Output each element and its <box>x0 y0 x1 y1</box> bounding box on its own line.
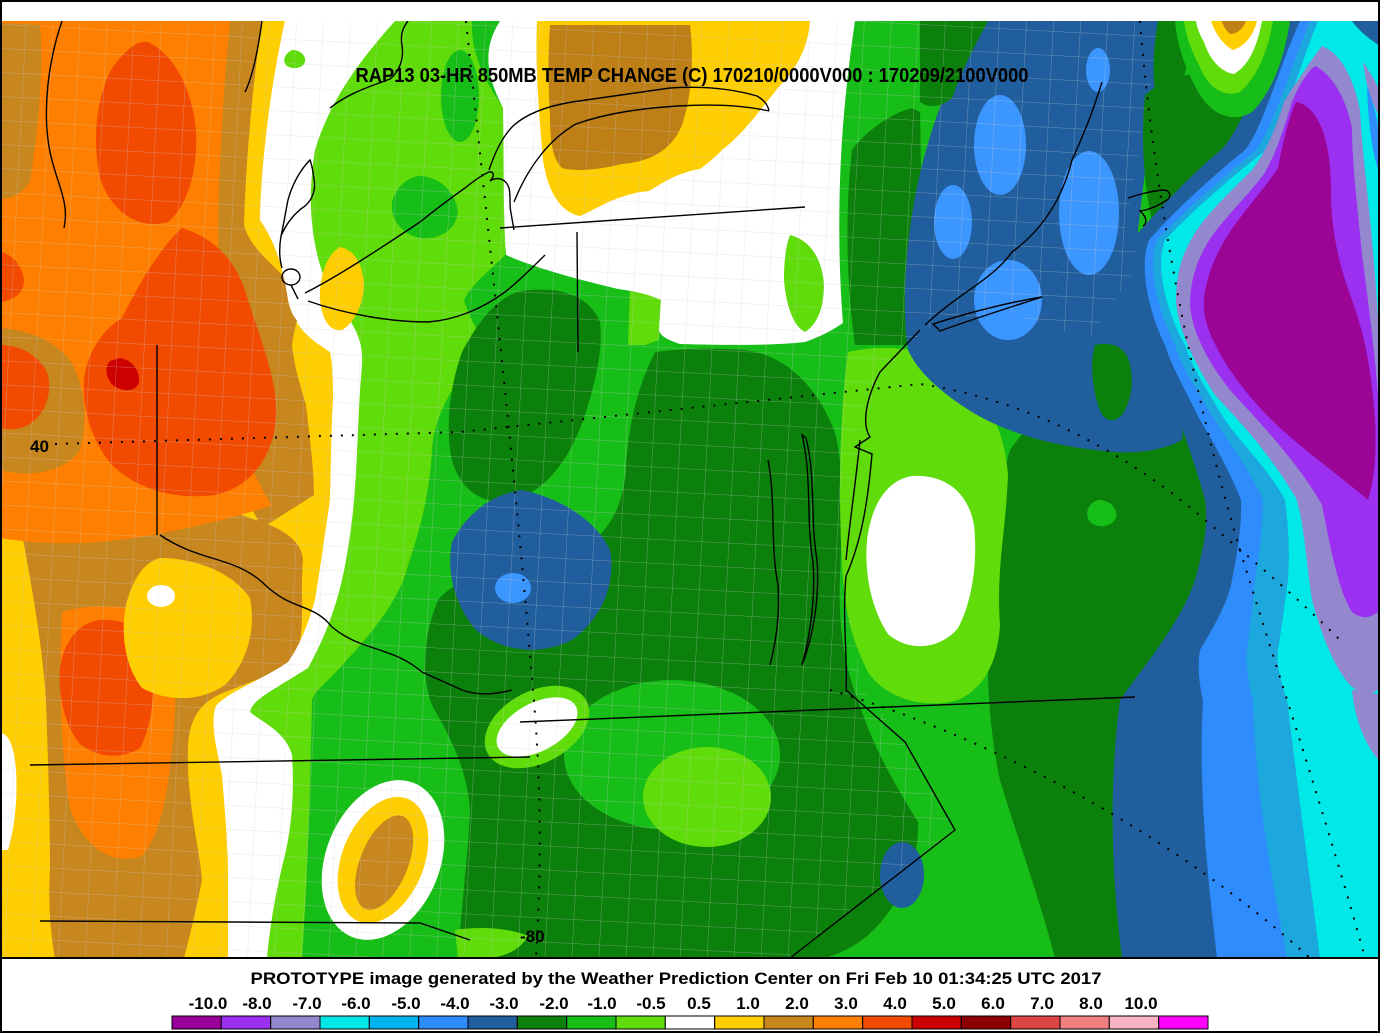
svg-text:0.5: 0.5 <box>687 994 711 1013</box>
svg-text:-0.5: -0.5 <box>636 994 665 1013</box>
svg-text:-2.0: -2.0 <box>539 994 568 1013</box>
svg-text:-7.0: -7.0 <box>292 994 321 1013</box>
svg-text:4.0: 4.0 <box>883 994 907 1013</box>
svg-text:40: 40 <box>30 437 49 456</box>
svg-text:7.0: 7.0 <box>1030 994 1054 1013</box>
svg-text:3.0: 3.0 <box>834 994 858 1013</box>
svg-text:-6.0: -6.0 <box>341 994 370 1013</box>
svg-text:PROTOTYPE image generated by t: PROTOTYPE image generated by the Weather… <box>251 969 1102 988</box>
svg-text:-4.0: -4.0 <box>440 994 469 1013</box>
svg-text:10.0: 10.0 <box>1124 994 1157 1013</box>
svg-text:-80: -80 <box>520 927 545 946</box>
svg-text:6.0: 6.0 <box>981 994 1005 1013</box>
svg-text:1.0: 1.0 <box>736 994 760 1013</box>
svg-text:-1.0: -1.0 <box>587 994 616 1013</box>
svg-text:8.0: 8.0 <box>1079 994 1103 1013</box>
svg-text:-8.0: -8.0 <box>242 994 271 1013</box>
svg-text:-10.0: -10.0 <box>189 994 228 1013</box>
svg-text:-5.0: -5.0 <box>391 994 420 1013</box>
svg-text:2.0: 2.0 <box>785 994 809 1013</box>
svg-text:5.0: 5.0 <box>932 994 956 1013</box>
svg-text:-3.0: -3.0 <box>489 994 518 1013</box>
svg-text:RAP13 03-HR 850MB TEMP CHANGE: RAP13 03-HR 850MB TEMP CHANGE (C) 170210… <box>356 65 1029 87</box>
